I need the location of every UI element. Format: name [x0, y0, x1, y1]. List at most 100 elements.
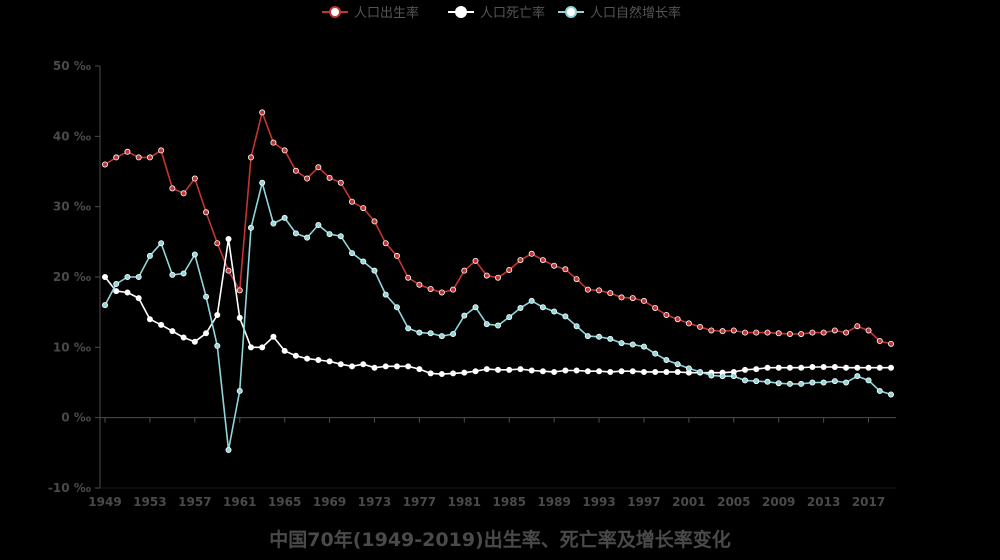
- data-point[interactable]: [843, 329, 850, 336]
- data-point[interactable]: [764, 329, 771, 336]
- data-point[interactable]: [618, 340, 625, 347]
- data-point[interactable]: [528, 297, 535, 304]
- data-point[interactable]: [438, 333, 445, 340]
- data-point[interactable]: [697, 323, 704, 330]
- data-point[interactable]: [180, 190, 187, 197]
- data-point[interactable]: [494, 366, 501, 373]
- data-point[interactable]: [146, 154, 153, 161]
- data-point[interactable]: [225, 267, 232, 274]
- data-point[interactable]: [169, 328, 176, 335]
- data-point[interactable]: [124, 148, 131, 155]
- data-point[interactable]: [865, 364, 872, 371]
- data-point[interactable]: [326, 231, 333, 238]
- data-point[interactable]: [685, 320, 692, 327]
- data-point[interactable]: [820, 379, 827, 386]
- data-point[interactable]: [472, 257, 479, 264]
- data-point[interactable]: [551, 308, 558, 315]
- data-point[interactable]: [584, 368, 591, 375]
- data-point[interactable]: [831, 364, 838, 371]
- data-point[interactable]: [888, 364, 895, 371]
- data-point[interactable]: [461, 312, 468, 319]
- data-point[interactable]: [551, 368, 558, 375]
- data-point[interactable]: [674, 316, 681, 323]
- data-point[interactable]: [640, 368, 647, 375]
- data-point[interactable]: [393, 363, 400, 370]
- data-point[interactable]: [416, 329, 423, 336]
- data-point[interactable]: [775, 330, 782, 337]
- data-point[interactable]: [742, 366, 749, 373]
- data-point[interactable]: [416, 281, 423, 288]
- data-point[interactable]: [146, 252, 153, 259]
- data-point[interactable]: [236, 387, 243, 394]
- data-point[interactable]: [528, 250, 535, 257]
- data-point[interactable]: [146, 316, 153, 323]
- data-point[interactable]: [888, 391, 895, 398]
- data-point[interactable]: [831, 327, 838, 334]
- legend-item[interactable]: 人口死亡率: [448, 5, 545, 21]
- data-point[interactable]: [270, 333, 277, 340]
- data-point[interactable]: [629, 368, 636, 375]
- data-point[interactable]: [461, 369, 468, 376]
- data-point[interactable]: [214, 311, 221, 318]
- data-point[interactable]: [798, 330, 805, 337]
- data-point[interactable]: [764, 378, 771, 385]
- data-point[interactable]: [798, 380, 805, 387]
- data-point[interactable]: [382, 363, 389, 370]
- data-point[interactable]: [203, 293, 210, 300]
- data-point[interactable]: [753, 366, 760, 373]
- data-point[interactable]: [438, 371, 445, 378]
- data-point[interactable]: [539, 304, 546, 311]
- data-point[interactable]: [483, 272, 490, 279]
- data-point[interactable]: [236, 287, 243, 294]
- data-point[interactable]: [618, 368, 625, 375]
- data-point[interactable]: [371, 364, 378, 371]
- data-point[interactable]: [775, 364, 782, 371]
- data-point[interactable]: [809, 364, 816, 371]
- data-point[interactable]: [191, 175, 198, 182]
- data-point[interactable]: [337, 179, 344, 186]
- data-point[interactable]: [629, 295, 636, 302]
- data-point[interactable]: [719, 373, 726, 380]
- data-point[interactable]: [393, 252, 400, 259]
- data-point[interactable]: [135, 154, 142, 161]
- data-point[interactable]: [247, 344, 254, 351]
- data-point[interactable]: [652, 368, 659, 375]
- data-point[interactable]: [708, 372, 715, 379]
- data-point[interactable]: [225, 236, 232, 243]
- data-point[interactable]: [259, 179, 266, 186]
- data-point[interactable]: [539, 368, 546, 375]
- data-point[interactable]: [292, 352, 299, 359]
- data-point[interactable]: [517, 304, 524, 311]
- data-point[interactable]: [562, 367, 569, 374]
- data-point[interactable]: [820, 364, 827, 371]
- data-point[interactable]: [349, 250, 356, 257]
- data-point[interactable]: [203, 209, 210, 216]
- data-point[interactable]: [494, 322, 501, 329]
- data-point[interactable]: [517, 257, 524, 264]
- data-point[interactable]: [483, 321, 490, 328]
- data-point[interactable]: [180, 270, 187, 277]
- data-point[interactable]: [865, 377, 872, 384]
- data-point[interactable]: [393, 304, 400, 311]
- data-point[interactable]: [405, 363, 412, 370]
- data-point[interactable]: [191, 251, 198, 258]
- data-point[interactable]: [730, 373, 737, 380]
- data-point[interactable]: [551, 262, 558, 269]
- data-point[interactable]: [326, 358, 333, 365]
- data-point[interactable]: [652, 350, 659, 357]
- data-point[interactable]: [539, 257, 546, 264]
- data-point[interactable]: [225, 447, 232, 454]
- data-point[interactable]: [629, 341, 636, 348]
- data-point[interactable]: [786, 330, 793, 337]
- data-point[interactable]: [371, 218, 378, 225]
- data-point[interactable]: [618, 294, 625, 301]
- data-point[interactable]: [472, 304, 479, 311]
- data-point[interactable]: [775, 380, 782, 387]
- data-point[interactable]: [191, 338, 198, 345]
- data-point[interactable]: [450, 330, 457, 337]
- data-point[interactable]: [652, 304, 659, 311]
- data-point[interactable]: [360, 205, 367, 212]
- data-point[interactable]: [663, 368, 670, 375]
- data-point[interactable]: [360, 258, 367, 265]
- data-point[interactable]: [506, 314, 513, 321]
